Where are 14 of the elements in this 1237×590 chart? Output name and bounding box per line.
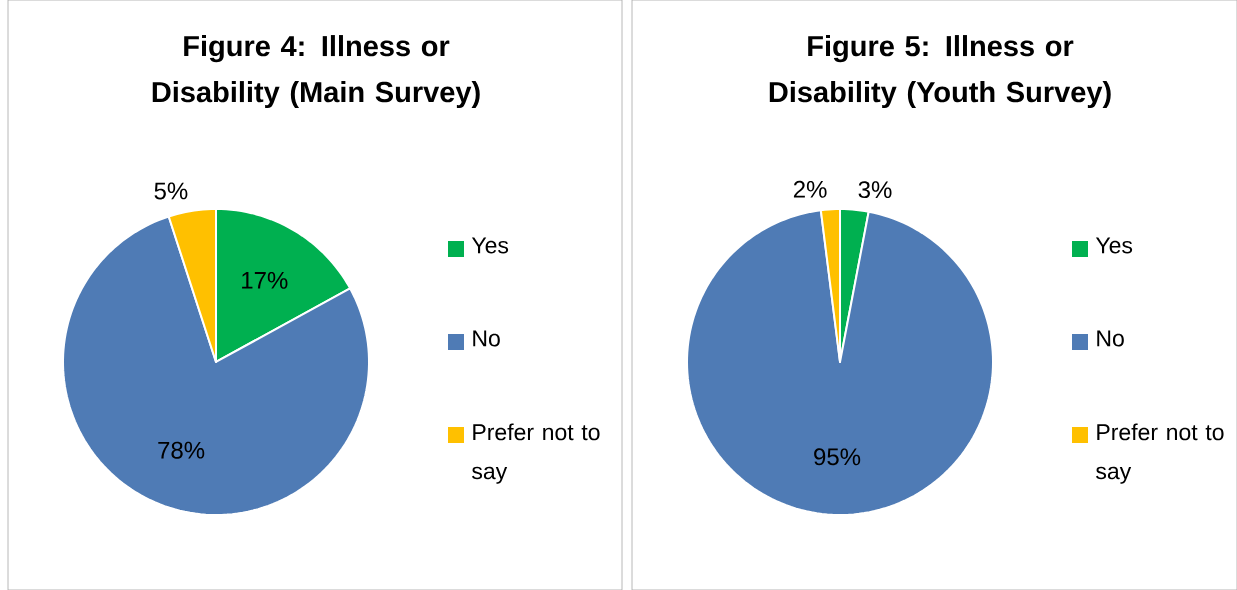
- legend-label: No: [473, 330, 500, 347]
- legend-label: No: [1097, 330, 1124, 347]
- data-label: 5%: [154, 182, 188, 200]
- legend-label: Prefer not to say: [472, 423, 600, 484]
- data-label: 3%: [858, 181, 892, 199]
- legend-label: Prefer not to say: [1096, 423, 1224, 484]
- legend-label: Yes: [471, 237, 509, 254]
- data-label: 2%: [793, 180, 827, 198]
- chart-title: Figure 5: Illness or Disability (Youth Survey): [769, 35, 1111, 109]
- data-label: 78%: [158, 441, 205, 459]
- chart-title: Figure 4: Illness or Disability (Main Survey): [152, 35, 480, 109]
- legend-label: Yes: [1095, 237, 1133, 254]
- data-label: 95%: [814, 448, 861, 466]
- data-label: 17%: [242, 271, 288, 289]
